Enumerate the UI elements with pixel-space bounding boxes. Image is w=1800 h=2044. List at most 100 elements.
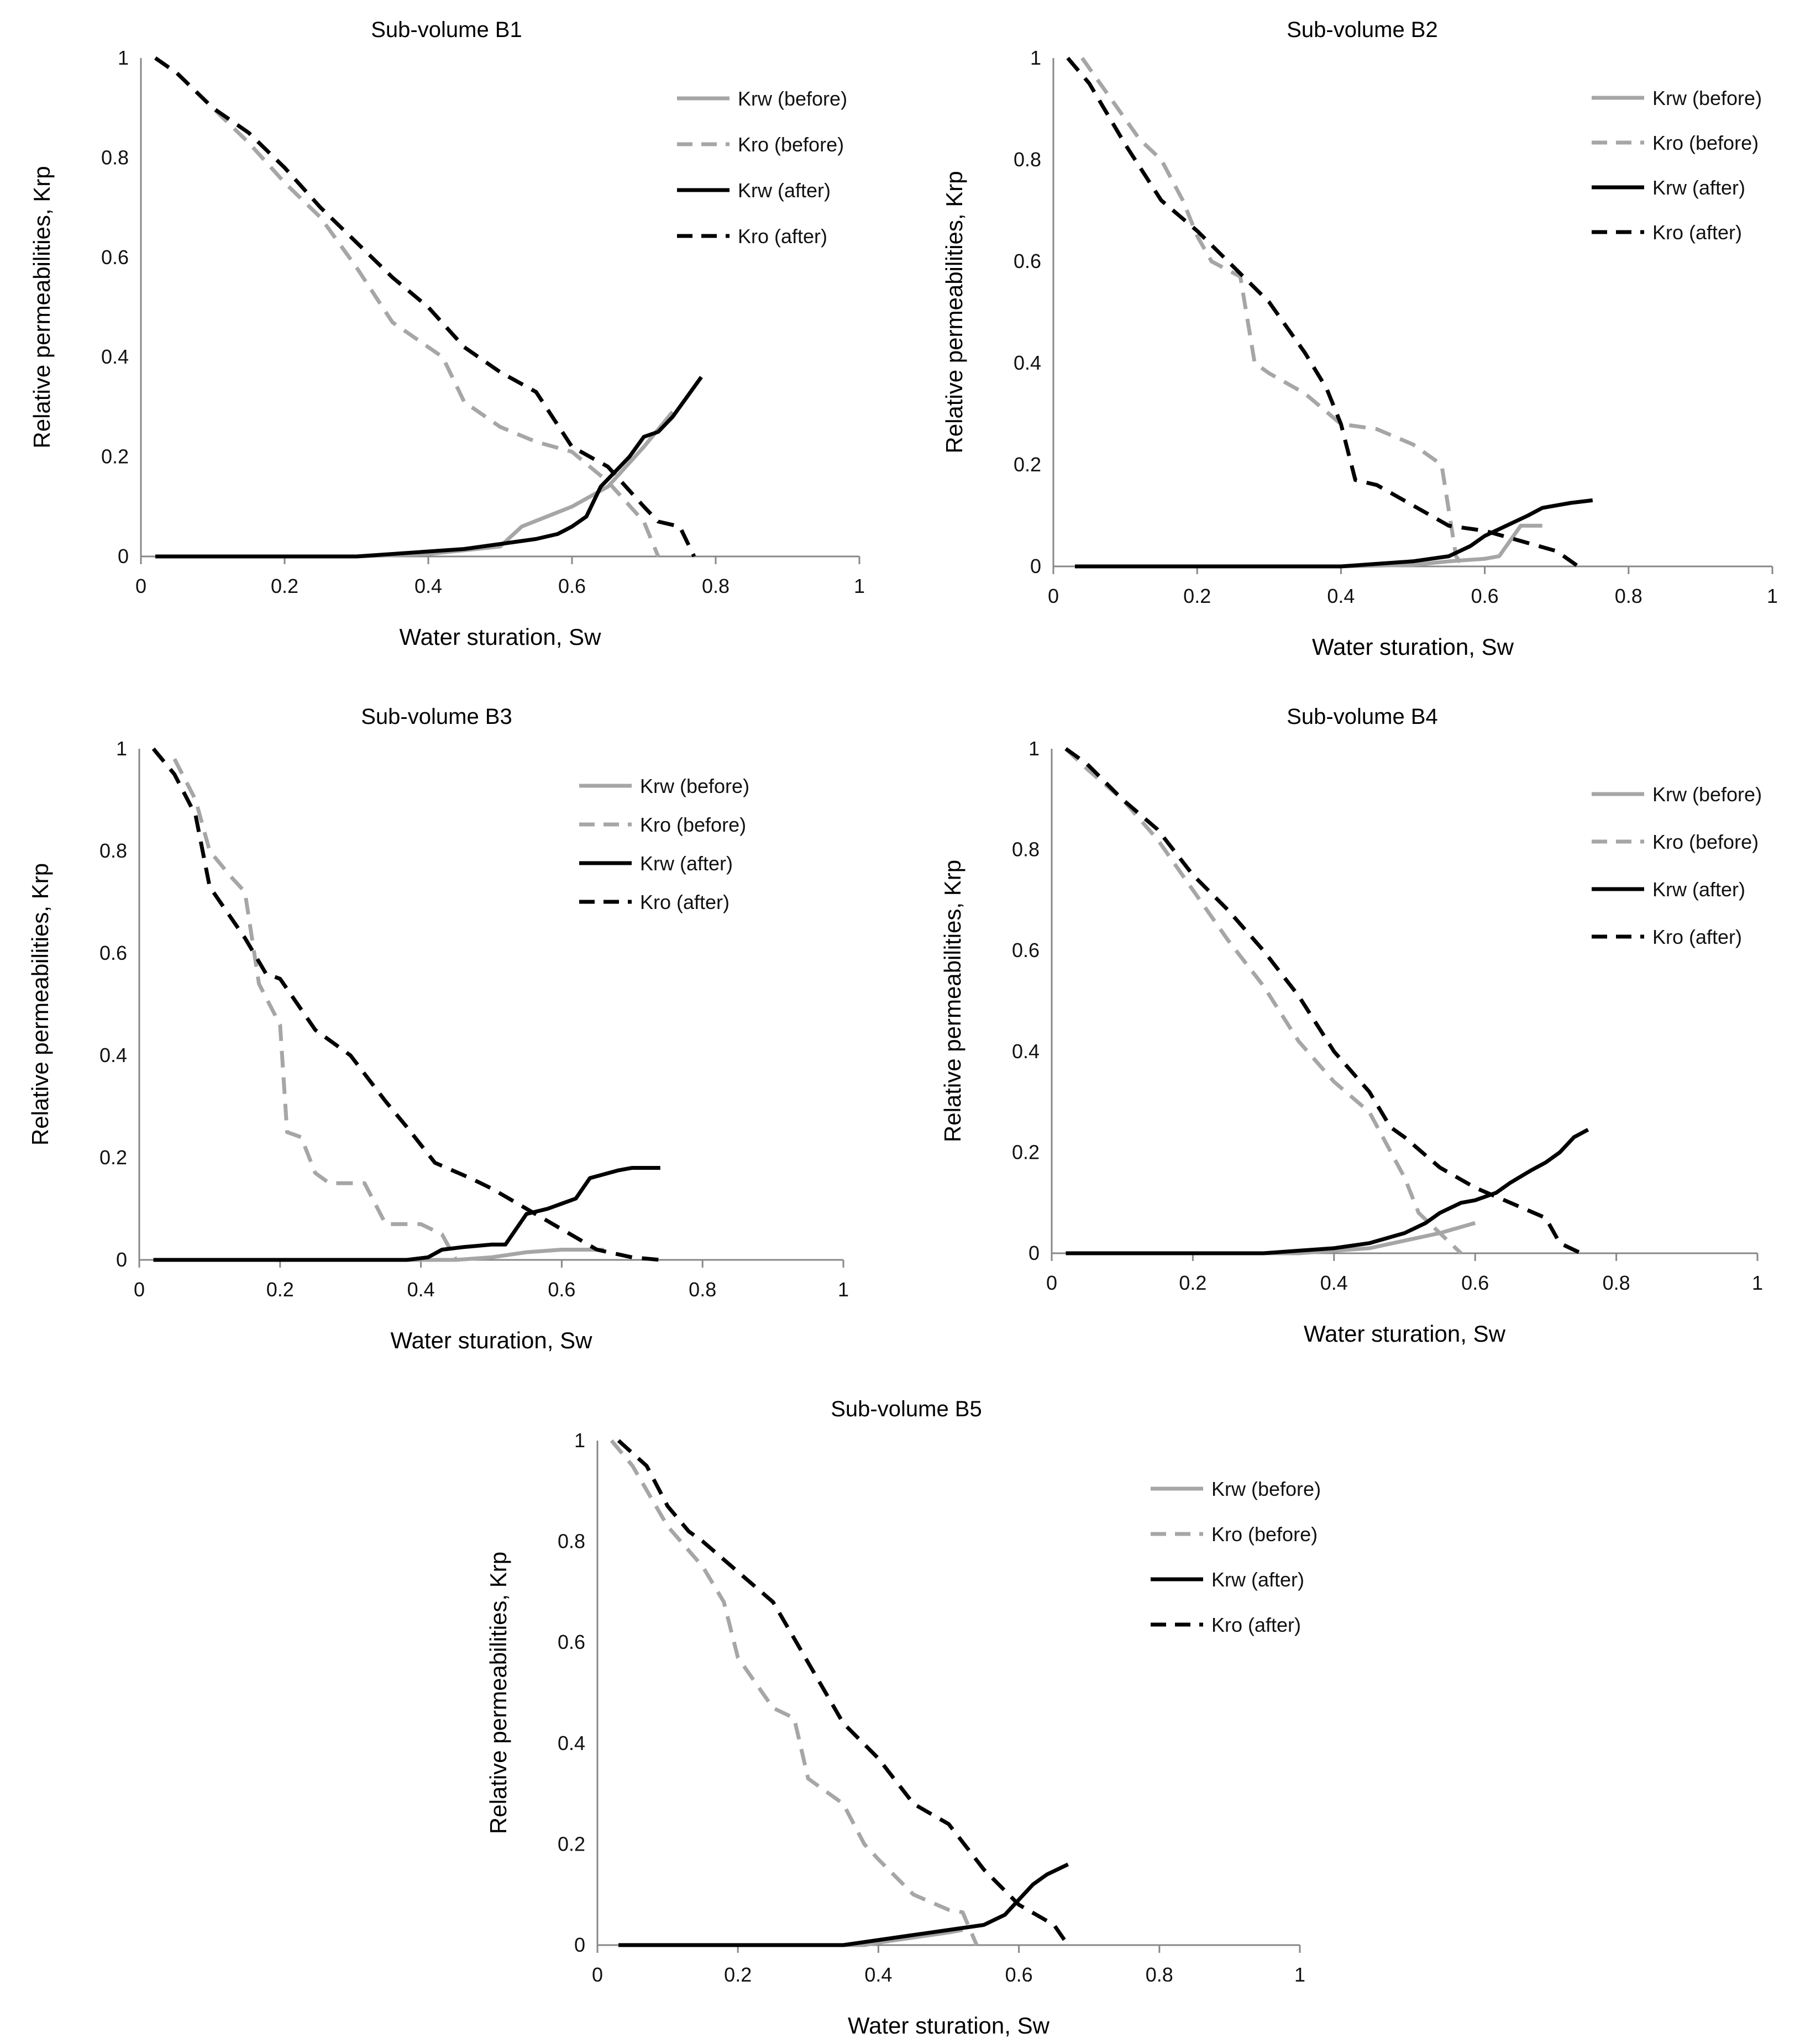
series-line-kro-after bbox=[1064, 747, 1582, 1255]
legend-label: Kro (after) bbox=[1211, 1614, 1301, 1636]
chart-title: Sub-volume B3 bbox=[361, 705, 512, 729]
x-tick-label: 0 bbox=[592, 1963, 603, 1986]
series-line-kro-before bbox=[172, 758, 458, 1261]
y-tick-label: 0.8 bbox=[1014, 148, 1041, 171]
x-tick-label: 0.8 bbox=[702, 575, 730, 597]
y-tick-label: 1 bbox=[1030, 46, 1041, 69]
legend-label: Kro (before) bbox=[1211, 1523, 1318, 1546]
series-line-krw-before bbox=[618, 1928, 963, 1947]
y-tick-label: 0.2 bbox=[1014, 453, 1041, 476]
legend-label: Krw (before) bbox=[1211, 1478, 1321, 1500]
legend-label: Krw (before) bbox=[1652, 783, 1762, 806]
series-line-kro-before bbox=[154, 56, 660, 558]
chart-panel-3: Sub-volume B3 0 0.2 0.4 0.6 0.8 1 0 0.2 0.4 0.6 0.8… bbox=[27, 705, 849, 1353]
legend-label: Krw (after) bbox=[640, 852, 733, 875]
x-axis-label: Water sturation, Sw bbox=[848, 2013, 1050, 2038]
y-tick-label: 0.4 bbox=[1014, 351, 1041, 374]
y-tick-label: 1 bbox=[116, 737, 127, 760]
x-tick-label: 0.6 bbox=[558, 575, 586, 597]
legend-label: Kro (after) bbox=[1652, 221, 1742, 244]
x-tick-label: 0.2 bbox=[1179, 1271, 1206, 1294]
y-tick-label: 0.4 bbox=[99, 1044, 127, 1066]
series-line-krw-after bbox=[1066, 1128, 1589, 1255]
y-tick-label: 0.6 bbox=[1012, 939, 1040, 961]
legend-label: Krw (after) bbox=[1652, 878, 1745, 901]
legend-label: Krw (after) bbox=[1652, 176, 1745, 199]
y-tick-label: 0.6 bbox=[101, 246, 129, 269]
y-tick-label: 0.6 bbox=[1014, 250, 1041, 272]
legend-label: Krw (before) bbox=[640, 775, 749, 797]
x-tick-label: 0.6 bbox=[1005, 1963, 1033, 1986]
x-tick-label: 0.2 bbox=[724, 1963, 752, 1986]
x-tick-label: 0.6 bbox=[1471, 585, 1499, 607]
y-tick-label: 0.2 bbox=[1012, 1141, 1040, 1163]
chart-panel-5: Sub-volume B5 0 0.2 0.4 0.6 0.8 1 0 0.2 0.4 0.6 0.8… bbox=[485, 1397, 1321, 2038]
y-tick-label: 0.2 bbox=[99, 1146, 127, 1169]
legend-label: Krw (before) bbox=[1652, 87, 1762, 109]
x-axis-label: Water sturation, Sw bbox=[391, 1327, 593, 1353]
chart-title: Sub-volume B5 bbox=[831, 1397, 982, 1421]
y-tick-label: 0 bbox=[1030, 555, 1041, 577]
series-line-kro-before bbox=[1080, 56, 1465, 568]
x-tick-label: 0 bbox=[1048, 585, 1059, 607]
series-line-krw-after bbox=[618, 1862, 1069, 1947]
y-tick-label: 0.8 bbox=[1012, 838, 1040, 861]
x-tick-label: 0.4 bbox=[864, 1963, 892, 1986]
y-tick-label: 0.2 bbox=[101, 445, 129, 468]
series-line-kro-before bbox=[610, 1439, 979, 1946]
x-axis-label: Water sturation, Sw bbox=[1312, 634, 1514, 660]
y-tick-label: 0.4 bbox=[558, 1732, 585, 1754]
y-tick-label: 1 bbox=[574, 1429, 585, 1452]
x-tick-label: 1 bbox=[838, 1278, 849, 1301]
x-tick-label: 0.4 bbox=[1320, 1271, 1348, 1294]
y-tick-label: 0 bbox=[118, 545, 129, 568]
series-line-kro-before bbox=[1064, 747, 1463, 1255]
x-tick-label: 1 bbox=[1767, 585, 1778, 607]
series-line-krw-after bbox=[1075, 498, 1593, 569]
legend-label: Krw (before) bbox=[738, 87, 847, 110]
y-tick-label: 0.6 bbox=[558, 1631, 585, 1653]
y-tick-label: 0.2 bbox=[558, 1832, 585, 1855]
y-axis-label: Relative permeabilities, Krp bbox=[940, 860, 965, 1142]
x-tick-label: 0.8 bbox=[689, 1278, 716, 1301]
y-axis-label: Relative permeabilities, Krp bbox=[941, 171, 967, 453]
x-tick-label: 1 bbox=[854, 575, 865, 597]
y-tick-label: 0.4 bbox=[1012, 1040, 1040, 1063]
series-line-kro-after bbox=[151, 747, 661, 1262]
x-tick-label: 0.6 bbox=[1461, 1271, 1489, 1294]
y-tick-label: 0.8 bbox=[558, 1530, 585, 1553]
legend-label: Kro (before) bbox=[1652, 132, 1759, 154]
y-tick-label: 1 bbox=[118, 46, 129, 69]
series-line-krw-after bbox=[155, 376, 703, 559]
x-tick-label: 0.6 bbox=[548, 1278, 575, 1301]
legend-label: Krw (after) bbox=[738, 179, 831, 202]
legend-label: Kro (before) bbox=[640, 813, 746, 836]
series-line-krw-after bbox=[153, 1166, 660, 1262]
y-tick-label: 0 bbox=[116, 1248, 127, 1271]
y-tick-label: 0 bbox=[574, 1933, 585, 1956]
series-line-krw-before bbox=[155, 411, 674, 559]
y-tick-label: 0.4 bbox=[101, 345, 129, 368]
y-axis-label: Relative permeabilities, Krp bbox=[27, 863, 53, 1146]
x-tick-label: 0 bbox=[134, 1278, 145, 1301]
x-tick-label: 0.4 bbox=[414, 575, 442, 597]
y-tick-label: 0 bbox=[1028, 1242, 1040, 1264]
chart-panel-1: Sub-volume B1 0 0.2 0.4 0.6 0.8 1 0 0.2 0.4 0.6 0.8… bbox=[29, 18, 865, 650]
x-tick-label: 0.4 bbox=[407, 1278, 435, 1301]
x-tick-label: 1 bbox=[1294, 1963, 1305, 1986]
chart-panel-4: Sub-volume B4 0 0.2 0.4 0.6 0.8 1 0 0.2 0.4 0.6 0.8… bbox=[940, 705, 1763, 1347]
x-tick-label: 0.2 bbox=[271, 575, 298, 597]
chart-panel-2: Sub-volume B2 0 0.2 0.4 0.6 0.8 1 0 0.2 0.4 0.6 0.8… bbox=[941, 18, 1778, 660]
legend-label: Krw (after) bbox=[1211, 1568, 1304, 1591]
y-tick-label: 0.6 bbox=[99, 942, 127, 964]
x-tick-label: 0.2 bbox=[1183, 585, 1211, 607]
x-tick-label: 0.4 bbox=[1327, 585, 1355, 607]
series-line-kro-after bbox=[154, 56, 696, 558]
y-tick-label: 0.8 bbox=[99, 839, 127, 862]
x-tick-label: 0 bbox=[135, 575, 146, 597]
legend-label: Kro (before) bbox=[738, 133, 844, 156]
y-tick-label: 1 bbox=[1028, 737, 1040, 760]
x-tick-label: 0.8 bbox=[1615, 585, 1642, 607]
x-tick-label: 0.2 bbox=[266, 1278, 294, 1301]
